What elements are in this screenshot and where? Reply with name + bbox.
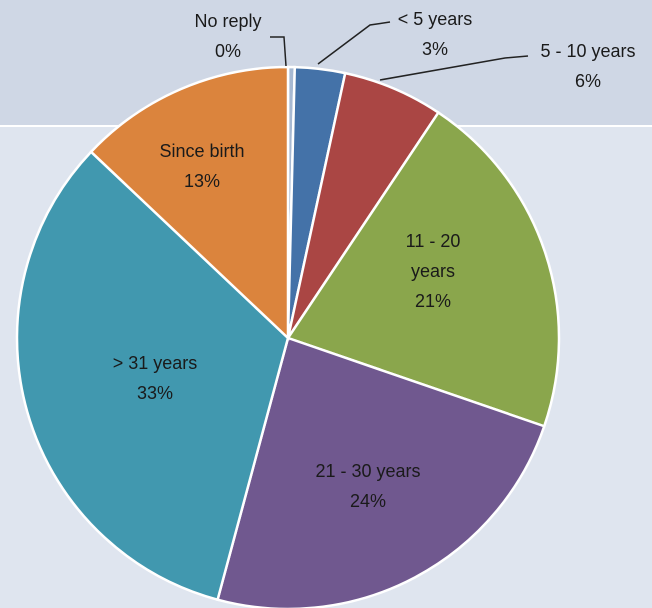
value-label: 6% (574, 71, 601, 91)
data-label: > 31 years 33% (85, 348, 225, 408)
leader-line (317, 21, 391, 65)
category-label: < 5 years (397, 9, 473, 29)
value-label: 24% (349, 491, 387, 511)
pie-slice (15, 150, 290, 602)
value-label: 21% (414, 291, 452, 311)
data-label: No reply 0% (158, 6, 298, 66)
data-label: < 5 years 3% (365, 4, 505, 64)
leader-line (379, 55, 529, 81)
data-label: 11 - 20 years 21% (393, 226, 473, 316)
pie-slice (216, 336, 546, 608)
category-label: > 31 years (112, 353, 198, 373)
category-label: 21 - 30 years (315, 461, 421, 481)
pie-slice (89, 65, 290, 341)
category-label: 11 - 20 years (405, 231, 461, 281)
data-label: 5 - 10 years 6% (513, 36, 652, 96)
category-label: No reply (194, 11, 262, 31)
leader-line (270, 36, 287, 67)
value-label: 13% (183, 171, 221, 191)
data-label: Since birth 13% (132, 136, 272, 196)
value-label: 3% (421, 39, 448, 59)
value-label: 33% (136, 383, 174, 403)
slices (15, 65, 561, 608)
pie-slice (286, 110, 561, 428)
value-label: 0% (214, 41, 241, 61)
category-label: Since birth (159, 141, 245, 161)
data-label: 21 - 30 years 24% (288, 456, 448, 516)
category-label: 5 - 10 years (540, 41, 636, 61)
